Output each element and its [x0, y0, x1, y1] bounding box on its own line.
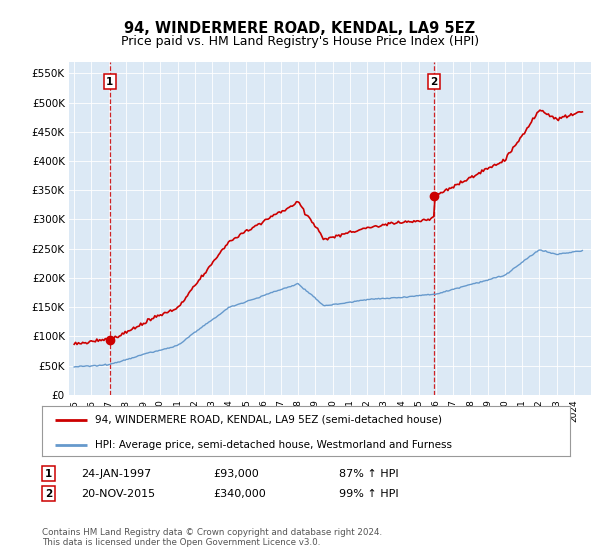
Text: £93,000: £93,000 [213, 469, 259, 479]
Text: Price paid vs. HM Land Registry's House Price Index (HPI): Price paid vs. HM Land Registry's House … [121, 35, 479, 48]
Text: 20-NOV-2015: 20-NOV-2015 [81, 489, 155, 499]
Text: £340,000: £340,000 [213, 489, 266, 499]
Text: 2: 2 [45, 489, 52, 499]
Text: 99% ↑ HPI: 99% ↑ HPI [339, 489, 398, 499]
Text: 2: 2 [431, 77, 438, 87]
Text: 94, WINDERMERE ROAD, KENDAL, LA9 5EZ: 94, WINDERMERE ROAD, KENDAL, LA9 5EZ [124, 21, 476, 36]
Text: HPI: Average price, semi-detached house, Westmorland and Furness: HPI: Average price, semi-detached house,… [95, 440, 452, 450]
Text: 1: 1 [106, 77, 113, 87]
Text: Contains HM Land Registry data © Crown copyright and database right 2024.
This d: Contains HM Land Registry data © Crown c… [42, 528, 382, 547]
Text: 1: 1 [45, 469, 52, 479]
Text: 94, WINDERMERE ROAD, KENDAL, LA9 5EZ (semi-detached house): 94, WINDERMERE ROAD, KENDAL, LA9 5EZ (se… [95, 414, 442, 424]
Text: 87% ↑ HPI: 87% ↑ HPI [339, 469, 398, 479]
Text: 24-JAN-1997: 24-JAN-1997 [81, 469, 151, 479]
